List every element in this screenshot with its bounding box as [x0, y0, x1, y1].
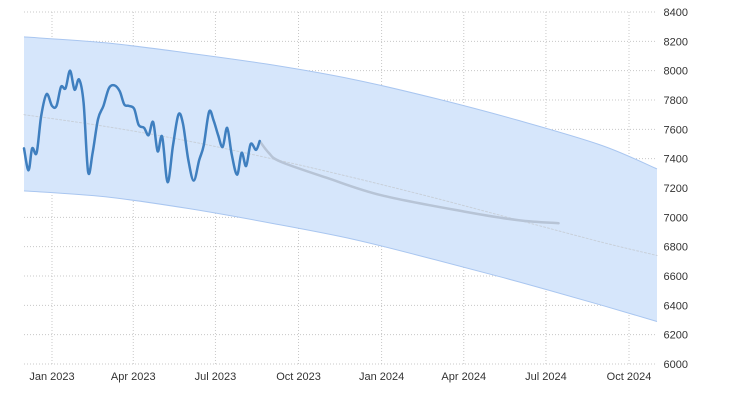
y-tick-label: 7200	[664, 183, 688, 195]
y-tick-label: 6800	[664, 242, 688, 254]
x-tick-label: Jan 2024	[359, 371, 404, 383]
band-lower-edge	[23, 190, 658, 322]
x-tick-label: Apr 2023	[111, 371, 156, 383]
actual-line	[22, 69, 261, 184]
y-tick-label: 7000	[664, 212, 688, 224]
y-tick-label: 8400	[664, 7, 688, 19]
x-tick-label: Apr 2024	[441, 371, 486, 383]
y-tick-label: 6600	[664, 271, 688, 283]
x-tick-label: Jul 2024	[525, 371, 567, 383]
forecast-line	[258, 139, 560, 225]
x-tick-label: Jan 2023	[29, 371, 74, 383]
band-upper-edge	[23, 36, 658, 170]
series-layer	[22, 69, 658, 256]
y-tick-label: 8000	[664, 66, 688, 78]
y-tick-label: 6400	[664, 300, 688, 312]
x-tick-label: Oct 2023	[276, 371, 321, 383]
y-tick-label: 8200	[664, 36, 688, 48]
y-tick-label: 7400	[664, 154, 688, 166]
y-tick-label: 6000	[664, 359, 688, 371]
confidence-band	[24, 36, 657, 322]
y-tick-label: 7600	[664, 124, 688, 136]
trend-line	[23, 114, 658, 256]
y-tick-label: 6200	[664, 330, 688, 342]
x-tick-label: Jul 2023	[195, 371, 237, 383]
x-axis: Jan 2023 Apr 2023 Jul 2023 Oct 2023 Jan 2024…	[29, 371, 651, 383]
y-axis: 6000 6200 6400 6600 6800 7000 7200 7400 7600 7800…	[664, 7, 688, 371]
confidence-band-layer	[23, 36, 658, 322]
x-tick-label: Oct 2024	[607, 371, 652, 383]
y-tick-label: 7800	[664, 95, 688, 107]
